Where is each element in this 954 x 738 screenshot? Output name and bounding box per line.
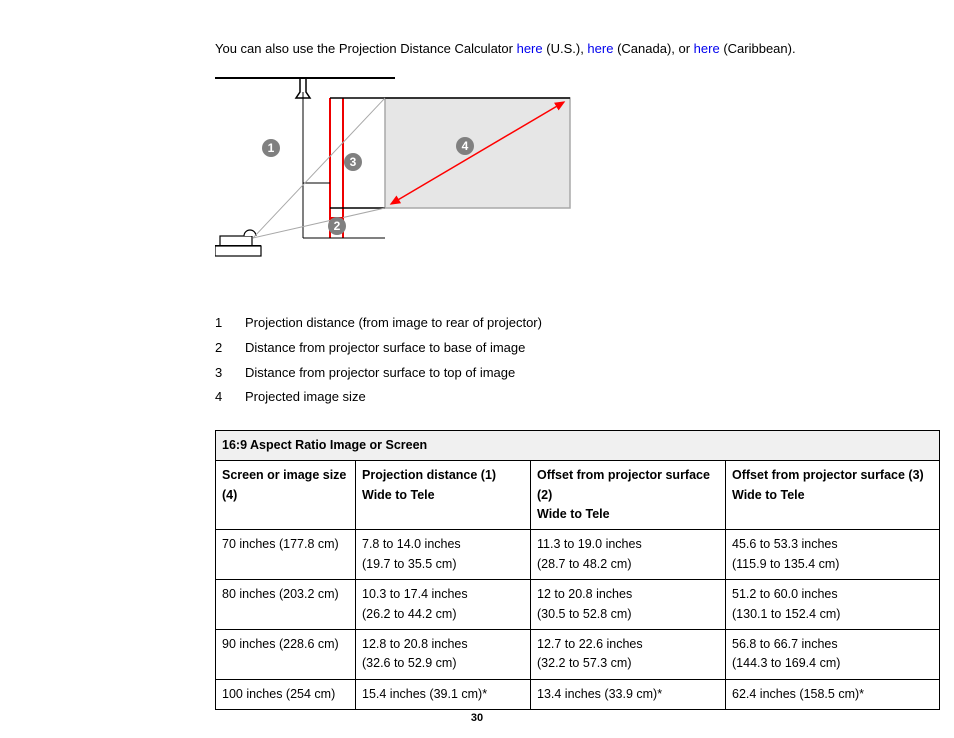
legend-num: 4 [215,385,227,410]
col-h3: Offset from projector surface (3) [732,468,924,482]
table-cell: 15.4 inches (39.1 cm)* [356,679,531,709]
link-us[interactable]: here [517,41,543,56]
legend-num: 1 [215,311,227,336]
legend-row: 2 Distance from projector surface to bas… [215,336,914,361]
legend-row: 3 Distance from projector surface to top… [215,361,914,386]
table-row: 100 inches (254 cm)15.4 inches (39.1 cm)… [216,679,940,709]
intro-text-pre: You can also use the Projection Distance… [215,41,517,56]
col-s2: Wide to Tele [537,505,719,524]
col-h1: Projection distance (1) [362,468,496,482]
legend-row: 4 Projected image size [215,385,914,410]
projection-diagram: 1 2 3 4 [215,68,914,281]
table-cell: 11.3 to 19.0 inches(28.7 to 48.2 cm) [531,530,726,580]
table-title: 16:9 Aspect Ratio Image or Screen [216,430,940,460]
table-cell: 90 inches (228.6 cm) [216,629,356,679]
legend: 1 Projection distance (from image to rea… [215,311,914,410]
table-cell: 100 inches (254 cm) [216,679,356,709]
table-header-row: Screen or image size (4) Projection dist… [216,461,940,530]
legend-text: Distance from projector surface to top o… [245,361,515,386]
intro-paragraph: You can also use the Projection Distance… [215,40,914,58]
link-caribbean[interactable]: here [694,41,720,56]
legend-text: Projected image size [245,385,366,410]
intro-seg1: (U.S.), [546,41,587,56]
col-header-3: Offset from projector surface (3) Wide t… [726,461,940,530]
legend-num: 3 [215,361,227,386]
table-cell: 12.8 to 20.8 inches(32.6 to 52.9 cm) [356,629,531,679]
legend-row: 1 Projection distance (from image to rea… [215,311,914,336]
table-row: 80 inches (203.2 cm)10.3 to 17.4 inches(… [216,580,940,630]
page-number: 30 [0,712,954,724]
col-h0: Screen or image size (4) [222,468,346,501]
table-row: 90 inches (228.6 cm)12.8 to 20.8 inches(… [216,629,940,679]
col-header-0: Screen or image size (4) [216,461,356,530]
table-cell: 45.6 to 53.3 inches(115.9 to 135.4 cm) [726,530,940,580]
legend-num: 2 [215,336,227,361]
callout-1: 1 [268,141,275,155]
callout-2: 2 [334,219,341,233]
table-cell: 51.2 to 60.0 inches(130.1 to 152.4 cm) [726,580,940,630]
table-cell: 62.4 inches (158.5 cm)* [726,679,940,709]
table-cell: 13.4 inches (33.9 cm)* [531,679,726,709]
legend-text: Projection distance (from image to rear … [245,311,542,336]
callout-4: 4 [462,139,469,153]
callout-3: 3 [350,155,357,169]
projection-table: 16:9 Aspect Ratio Image or Screen Screen… [215,430,940,710]
col-h2: Offset from projector surface (2) [537,468,710,501]
table-cell: 80 inches (203.2 cm) [216,580,356,630]
table-cell: 10.3 to 17.4 inches(26.2 to 44.2 cm) [356,580,531,630]
table-cell: 12.7 to 22.6 inches(32.2 to 57.3 cm) [531,629,726,679]
legend-text: Distance from projector surface to base … [245,336,525,361]
table-cell: 12 to 20.8 inches(30.5 to 52.8 cm) [531,580,726,630]
intro-seg2: (Canada), or [617,41,694,56]
link-canada[interactable]: here [587,41,613,56]
intro-seg3: (Caribbean). [723,41,795,56]
col-s1: Wide to Tele [362,486,524,505]
col-header-1: Projection distance (1) Wide to Tele [356,461,531,530]
col-s3: Wide to Tele [732,486,933,505]
table-cell: 7.8 to 14.0 inches(19.7 to 35.5 cm) [356,530,531,580]
table-cell: 70 inches (177.8 cm) [216,530,356,580]
col-header-2: Offset from projector surface (2) Wide t… [531,461,726,530]
table-row: 70 inches (177.8 cm)7.8 to 14.0 inches(1… [216,530,940,580]
table-cell: 56.8 to 66.7 inches(144.3 to 169.4 cm) [726,629,940,679]
